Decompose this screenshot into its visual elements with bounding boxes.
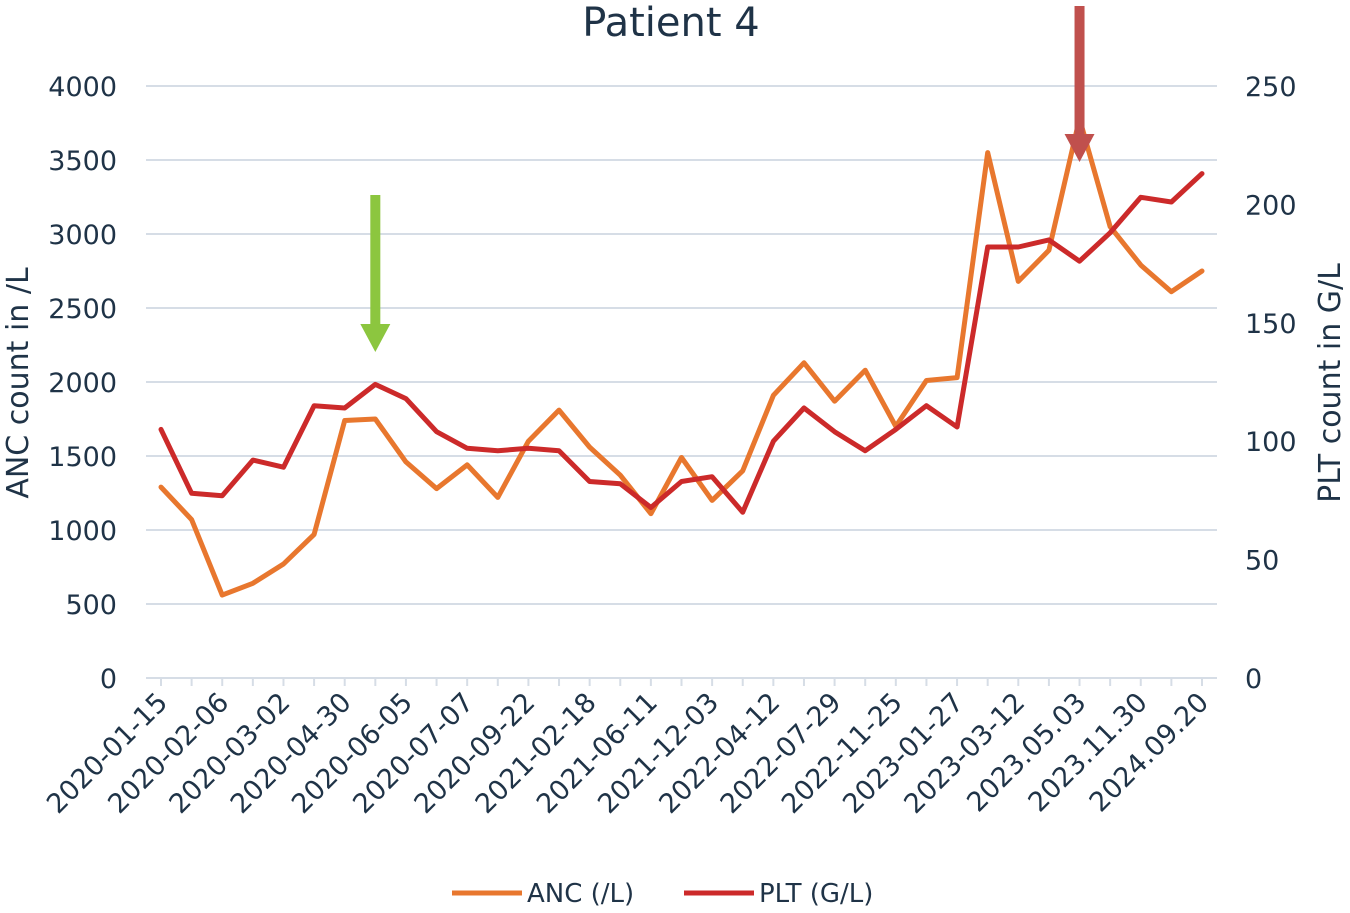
y-tick-label-right: 50 (1245, 546, 1279, 577)
x-axis-ticks: 2020-01-152020-02-062020-03-022020-04-30… (41, 678, 1215, 820)
legend-label-anc: ANC (/L) (527, 879, 634, 909)
y-tick-label-right: 100 (1245, 427, 1297, 458)
legend: ANC (/L) PLT (G/L) (452, 879, 873, 909)
y-axis-title-left: ANC count in /L (1, 267, 36, 499)
y-tick-label-left: 2500 (48, 294, 117, 325)
right-axis-ticks: 0 50 100 150 200 250 (1245, 72, 1297, 695)
y-tick-label-left: 3500 (48, 146, 117, 177)
red-arrow-icon (1064, 6, 1095, 162)
green-arrow-icon (360, 195, 391, 352)
annotation-arrows (360, 6, 1095, 352)
y-tick-label-right: 0 (1245, 664, 1262, 695)
y-tick-label-right: 200 (1245, 190, 1297, 221)
y-tick-label-left: 3000 (48, 220, 117, 251)
y-tick-label-right: 250 (1245, 72, 1297, 103)
y-tick-label-left: 1000 (48, 516, 117, 547)
gridlines (146, 85, 1217, 679)
y-tick-label-left: 4000 (48, 72, 117, 103)
y-tick-label-left: 1500 (48, 442, 117, 473)
series-line-plt (158, 171, 1205, 515)
legend-label-plt: PLT (G/L) (759, 879, 873, 909)
y-axis-title-right: PLT count in G/L (1313, 263, 1348, 503)
left-axis-ticks: 0 500 1000 1500 2000 2500 3000 3500 4000 (48, 72, 117, 695)
y-tick-label-left: 2000 (48, 368, 117, 399)
y-tick-label-left: 500 (65, 590, 117, 621)
y-tick-label-left: 0 (100, 664, 117, 695)
y-tick-label-right: 150 (1245, 309, 1297, 340)
chart-title: Patient 4 (582, 0, 759, 46)
series-line-anc (158, 116, 1205, 598)
series-lines (158, 116, 1205, 598)
